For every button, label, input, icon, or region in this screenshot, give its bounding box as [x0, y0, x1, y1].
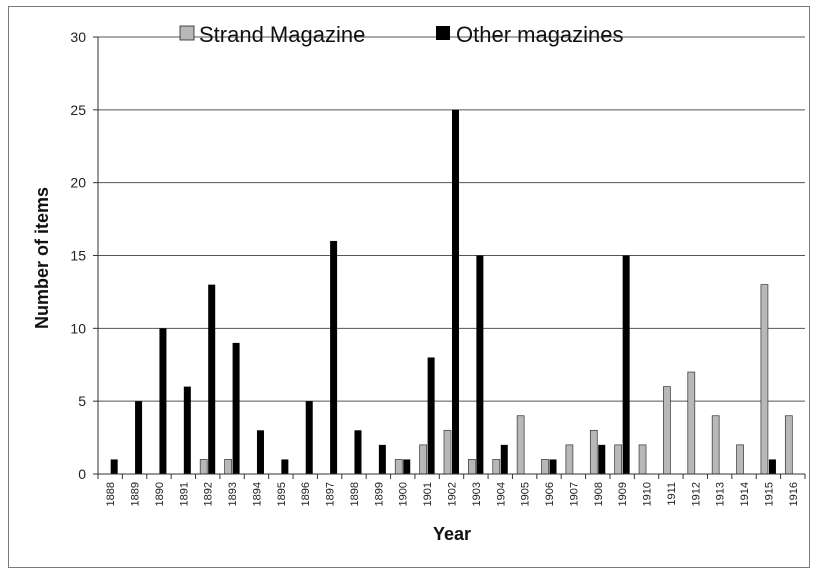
bar-strand-1916 [784, 415, 793, 475]
bar-other-1890 [159, 328, 167, 474]
x-tick-label: 1898 [349, 482, 361, 506]
x-tick-label: 1915 [763, 482, 775, 506]
bar-strand-1902 [443, 429, 452, 475]
bar-strand-1904 [492, 459, 501, 475]
bar-strand-1913 [711, 415, 720, 475]
bar-strand-1914 [736, 444, 744, 475]
x-tick-label: 1888 [105, 482, 117, 506]
gridlines [98, 36, 805, 402]
bar-strand-1912 [687, 371, 696, 475]
bar-other-1893 [232, 342, 240, 474]
x-tick-label: 1892 [203, 482, 215, 506]
y-tick-label: 0 [78, 466, 86, 482]
bar-other-1906 [549, 459, 557, 474]
bar-other-1897 [330, 240, 338, 474]
x-tick-label: 1908 [593, 482, 605, 506]
x-tick-label: 1916 [788, 482, 800, 506]
y-tick-label: 30 [70, 29, 86, 45]
y-tick-label: 25 [70, 102, 86, 118]
bar-strand-1910 [638, 444, 647, 475]
y-tick-label: 15 [70, 248, 86, 264]
x-tick-label: 1894 [251, 482, 263, 506]
bar-other-1896 [305, 401, 313, 474]
x-tick-label: 1891 [178, 482, 190, 506]
bar-strand-1907 [565, 444, 574, 475]
bar-other-1889 [135, 401, 143, 474]
x-tick-label: 1900 [398, 482, 410, 506]
bar-other-1902 [452, 109, 459, 474]
x-tick-label: 1901 [422, 482, 434, 506]
bar-strand-1906 [541, 459, 549, 475]
bar-other-1888 [110, 459, 118, 474]
bar-strand-1908 [589, 429, 598, 475]
bar-other-1901 [427, 357, 435, 474]
bar-other-1909 [622, 255, 630, 474]
x-tick-label: 1911 [666, 482, 678, 506]
x-tick-label: 1899 [373, 482, 385, 506]
bar-other-1895 [281, 459, 289, 474]
x-tick-label: 1906 [544, 482, 556, 506]
bar-other-1900 [403, 459, 411, 474]
x-tick-label: 1909 [617, 482, 629, 506]
x-tick-label: 1897 [325, 482, 337, 506]
x-tick-labels: 1888 1889 1890 1891 1892 1893 1894 1895 1896 1897… [97, 474, 806, 506]
x-tick-label: 1913 [715, 482, 727, 506]
x-tick-label: 1896 [300, 482, 312, 506]
x-tick-label: 1895 [276, 482, 288, 506]
bar-strand-1893 [224, 459, 232, 475]
bar-strand-1900 [394, 459, 403, 475]
bar-other-1898 [354, 430, 362, 474]
bar-strand-1903 [468, 459, 476, 475]
bar-strand-1892 [199, 459, 208, 475]
legend: Strand Magazine Other magazines [179, 22, 624, 47]
bar-strand-1901 [419, 444, 427, 475]
x-tick-label: 1914 [739, 482, 751, 506]
x-tick-label: 1902 [447, 482, 459, 506]
bar-other-1894 [256, 430, 264, 474]
bar-other-1908 [598, 444, 606, 474]
bar-strand-1905 [516, 415, 525, 475]
bar-other-1891 [183, 386, 191, 474]
legend-label-other: Other magazines [456, 22, 624, 47]
x-axis-label: Year [433, 524, 471, 544]
x-tick-label: 1907 [568, 482, 580, 506]
bar-other-1904 [500, 444, 508, 474]
x-tick-label: 1903 [471, 482, 483, 506]
y-tick-label: 20 [70, 175, 86, 191]
bar-other-1903 [476, 255, 484, 474]
x-tick-label: 1890 [154, 482, 166, 506]
x-tick-label: 1904 [495, 482, 507, 506]
bar-strand-1915 [760, 284, 769, 475]
legend-swatch-other [436, 26, 450, 40]
x-tick-label: 1889 [130, 482, 142, 506]
legend-swatch-strand [179, 25, 195, 41]
bars [110, 109, 793, 475]
x-tick-label: 1893 [227, 482, 239, 506]
bar-other-1899 [378, 444, 386, 474]
y-axis-label: Number of items [32, 187, 52, 329]
x-tick-label: 1905 [520, 482, 532, 506]
x-tick-label: 1910 [642, 482, 654, 506]
y-tick-label: 5 [78, 393, 86, 409]
bar-other-1915 [768, 459, 776, 474]
y-tick-labels: 0 5 10 15 20 25 30 [70, 29, 98, 482]
bar-strand-1909 [614, 444, 623, 475]
bar-strand-1911 [663, 386, 671, 475]
bar-other-1892 [208, 284, 216, 474]
x-tick-label: 1912 [690, 482, 702, 506]
legend-label-strand: Strand Magazine [199, 22, 365, 47]
y-tick-label: 10 [70, 320, 86, 336]
